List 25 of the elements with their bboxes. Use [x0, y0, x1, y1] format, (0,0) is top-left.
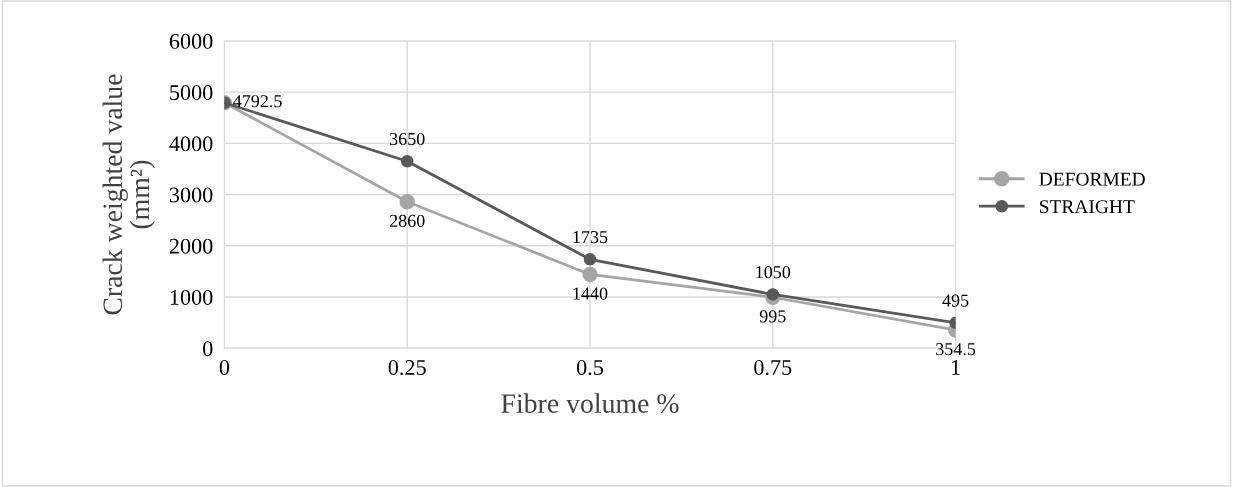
x-tick-label: 0.5 — [576, 359, 604, 376]
x-tick-label: 0 — [219, 359, 230, 375]
data-label: 1050 — [756, 266, 791, 279]
data-label: 1735 — [573, 231, 608, 244]
y-tick-label: 3000 — [169, 187, 213, 203]
data-label: 3650 — [390, 132, 425, 146]
x-tick-label: 1 — [951, 360, 960, 375]
y-tick-label: 6000 — [169, 33, 213, 49]
data-label: 4792.5 — [233, 95, 282, 108]
y-axis-title: Crack weighted value (mm²) — [102, 74, 155, 315]
y-tick-label: 2000 — [169, 238, 213, 254]
data-label: 495 — [942, 294, 969, 307]
data-label: 2860 — [389, 214, 425, 227]
x-tick-label: 0.75 — [754, 359, 792, 376]
x-axis-title: Fibre volume % — [501, 393, 679, 413]
y-tick-label: 0 — [203, 341, 213, 357]
data-label: 1440 — [573, 287, 608, 300]
y-tick-label: 1000 — [170, 289, 213, 305]
legend-label: STRAIGHT — [1040, 200, 1135, 214]
legend-label: DEFORMED — [1039, 172, 1145, 186]
data-label: 354.5 — [936, 343, 976, 356]
y-tick-label: 4000 — [169, 136, 213, 152]
x-tick-label: 0.25 — [388, 359, 426, 376]
data-label: 995 — [759, 310, 786, 323]
y-tick-label: 5000 — [170, 85, 213, 101]
